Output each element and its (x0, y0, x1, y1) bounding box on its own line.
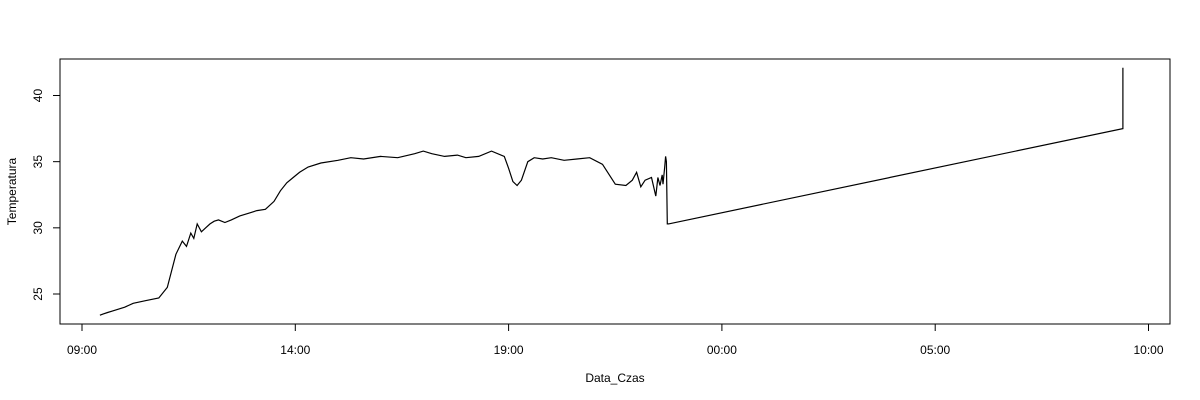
y-axis-title: Temperatura (5, 157, 19, 225)
x-tick-label: 00:00 (707, 343, 737, 357)
x-axis-title: Data_Czas (585, 371, 644, 385)
temperature-series-line (99, 67, 1124, 316)
y-axis: 25 30 35 40 (31, 89, 60, 301)
x-tick-label: 09:00 (67, 343, 97, 357)
y-tick-label: 35 (31, 155, 45, 169)
x-tick-label: 05:00 (920, 343, 950, 357)
x-axis: 09:00 14:00 19:00 00:00 05:00 10:00 (67, 324, 1164, 357)
x-tick-label: 14:00 (280, 343, 310, 357)
x-tick-label: 10:00 (1133, 343, 1163, 357)
y-tick-label: 30 (31, 221, 45, 235)
plot-area-border (59, 58, 1171, 325)
x-tick-label: 19:00 (494, 343, 524, 357)
series-layer (99, 67, 1124, 316)
y-tick-label: 25 (31, 287, 45, 301)
y-tick-label: 40 (31, 89, 45, 103)
